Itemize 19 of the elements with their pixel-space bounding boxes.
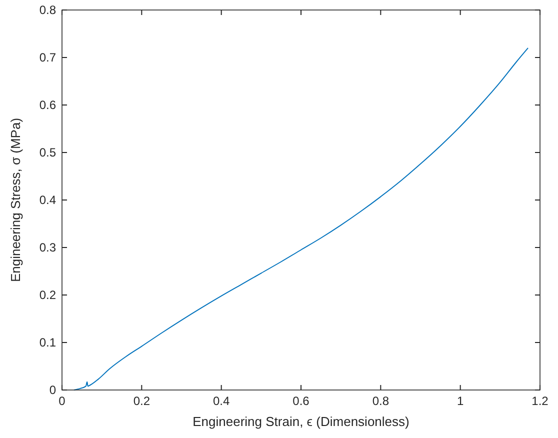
y-tick-label: 0.7 [39,50,56,64]
x-tick-label: 0.4 [212,394,230,408]
x-tick-label: 0.8 [372,394,390,408]
x-tick-label: 0 [58,394,66,408]
x-tick-label: 1.2 [532,394,549,408]
y-tick-label: 0.2 [39,288,56,302]
x-tick-label: 0.6 [292,394,310,408]
y-tick-label: 0.3 [39,240,56,254]
y-axis-title: Engineering Stress, σ (MPa) [8,118,23,282]
x-tick-label: 1 [456,394,464,408]
x-axis-title: Engineering Strain, ϵ (Dimensionless) [192,414,410,429]
y-tick-label: 0.1 [39,336,56,350]
y-tick-label: 0.5 [39,146,56,160]
y-tick-label: 0.6 [39,98,56,112]
y-tick-label: 0.8 [39,3,56,17]
y-tick-label: 0.4 [39,193,56,207]
line-series [73,48,529,390]
x-tick-label: 0.2 [133,394,150,408]
y-tick-label: 0 [49,383,56,397]
